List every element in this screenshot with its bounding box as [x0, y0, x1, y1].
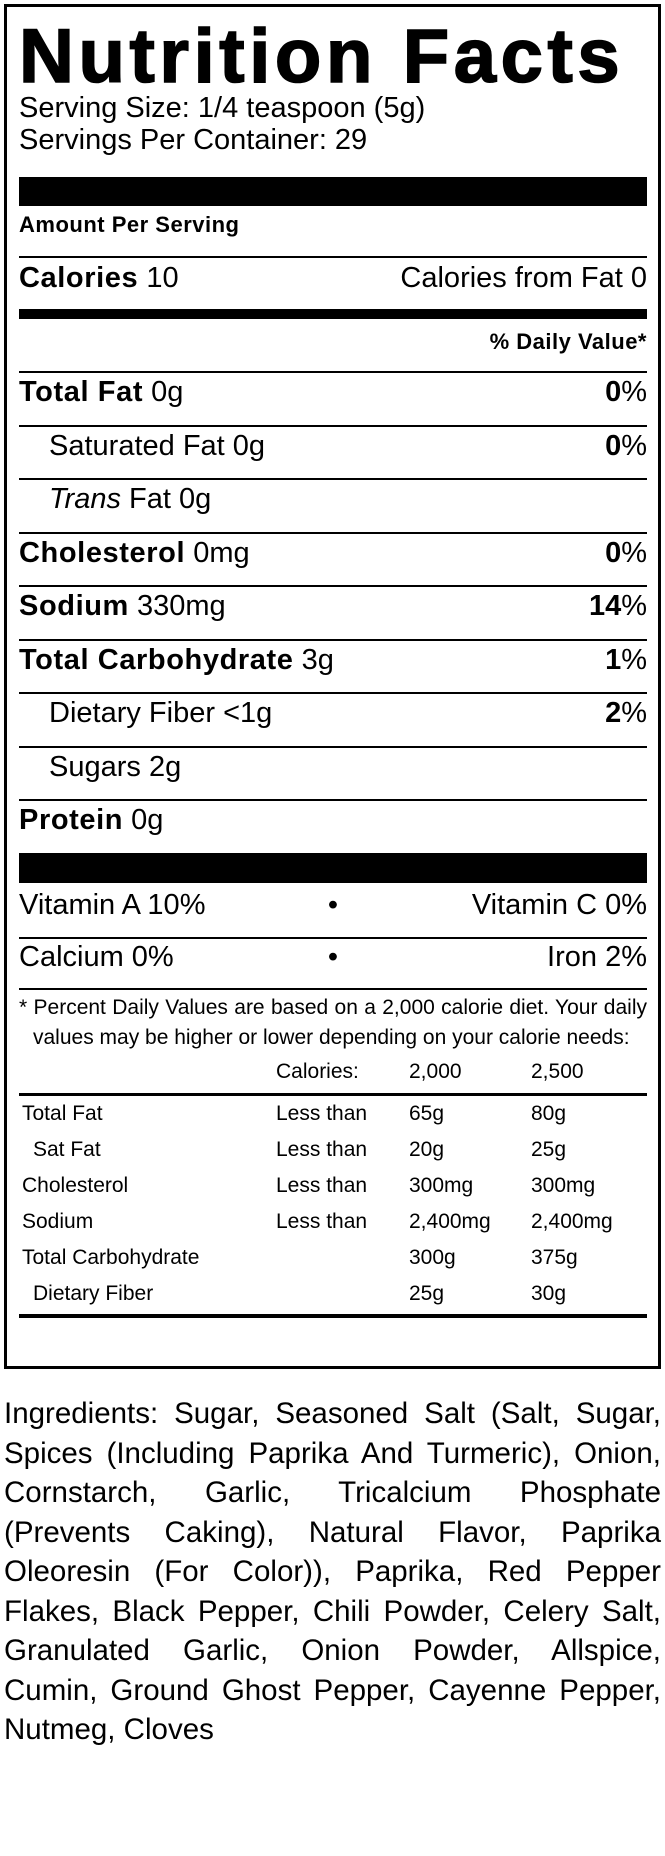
- dv-table-row: Total Fat Less than 65g 80g: [22, 1102, 567, 1125]
- dv-table-row: Total Carbohydrate 300g 375g: [22, 1246, 578, 1269]
- nutrient-amount: <1g: [223, 697, 273, 729]
- footnote: * Percent Daily Values are based on a 2,…: [19, 996, 647, 1049]
- nutrient-pct: 0%: [605, 536, 647, 569]
- nutrient-pct: 0%: [605, 429, 647, 462]
- dv-table-row: Sat Fat Less than 20g 25g: [33, 1138, 567, 1161]
- iron: Iron 2%: [547, 941, 647, 973]
- bullet: •: [327, 941, 339, 973]
- vitamin-c: Vitamin C 0%: [471, 889, 647, 921]
- nutrient-amount: 0g: [131, 804, 164, 836]
- nutrient-amount: 0g: [232, 429, 266, 462]
- nutrient-pct: 14%: [588, 590, 647, 622]
- vitamin-row: Vitamin A 10% • Vitamin C 0%: [19, 883, 647, 939]
- nutrient-label-suffix: Fat: [129, 483, 171, 515]
- nutrient-amount: 0mg: [193, 536, 250, 569]
- nutrient-row-total-carbohydrate: Total Carbohydrate 3g 1%: [19, 641, 647, 694]
- daily-value-header: % Daily Value*: [19, 319, 647, 373]
- nutrient-label: Sodium: [19, 590, 129, 622]
- mineral-row: Calcium 0% • Iron 2%: [19, 939, 647, 990]
- nutrient-label: Cholesterol: [19, 536, 186, 569]
- medium-divider: [19, 309, 647, 319]
- nutrient-label: Trans: [49, 483, 121, 515]
- servings-per-container: Servings Per Container: 29: [19, 124, 368, 156]
- nutrient-row-saturated-fat: Saturated Fat 0g 0%: [19, 427, 647, 480]
- dv-table-row: Cholesterol Less than 300mg 300mg: [22, 1174, 596, 1197]
- daily-value-header-text: % Daily Value*: [489, 329, 647, 354]
- nutrient-row-sodium: Sodium 330mg 14%: [19, 587, 647, 641]
- daily-value-table: Calories: 2,000 2,500 Total Fat Less than 65…: [19, 1053, 647, 1312]
- nutrient-row-sugars: Sugars 2g: [19, 748, 647, 801]
- amount-per-serving: Amount Per Serving: [19, 206, 647, 258]
- nutrient-label: Total Fat: [19, 376, 144, 408]
- nutrient-label: Dietary Fiber: [49, 697, 215, 729]
- nutrient-row-total-fat: Total Fat 0g 0%: [19, 373, 647, 427]
- thick-divider: [19, 177, 647, 206]
- calories-label: Calories: [19, 262, 139, 294]
- dv-table-row: Dietary Fiber 25g 30g: [33, 1282, 567, 1305]
- nutrient-pct: 1%: [605, 643, 647, 676]
- dv-table-header: Calories: 2,000 2,500: [19, 1053, 647, 1096]
- label-title: Nutrition Facts: [18, 14, 625, 99]
- dv-table-row: Sodium Less than 2,400mg 2,400mg: [22, 1210, 613, 1233]
- nutrient-row-trans-fat: Trans Fat 0g: [19, 480, 647, 534]
- nutrient-row-cholesterol: Cholesterol 0mg 0%: [19, 534, 647, 587]
- serving-size: Serving Size: 1/4 teaspoon (5g): [19, 92, 426, 124]
- nutrient-label: Saturated Fat: [49, 429, 225, 462]
- calcium: Calcium 0%: [19, 941, 174, 973]
- thick-divider: [19, 853, 647, 883]
- nutrient-label: Total Carbohydrate: [19, 643, 294, 676]
- nutrient-row-protein: Protein 0g: [19, 801, 647, 853]
- nutrient-amount: 0g: [179, 483, 212, 515]
- calories-value: 10: [146, 262, 179, 294]
- nutrient-label: Protein: [19, 804, 124, 836]
- nutrient-amount: 3g: [301, 643, 334, 676]
- calories-row: Calories 10 Calories from Fat 0: [19, 258, 647, 309]
- nutrient-row-dietary-fiber: Dietary Fiber <1g 2%: [19, 694, 647, 748]
- nutrient-pct: 2%: [605, 697, 647, 729]
- ingredients-text: Ingredients: Sugar, Seasoned Salt (Salt,…: [4, 1397, 661, 1746]
- calories-from-fat: Calories from Fat 0: [400, 262, 647, 294]
- nutrient-label: Sugars: [49, 750, 141, 783]
- bottom-divider: [19, 1314, 647, 1318]
- nutrient-amount: 330mg: [137, 590, 226, 622]
- nutrition-facts-label: Nutrition Facts Serving Size: 1/4 teaspo…: [4, 4, 661, 1369]
- nutrient-amount: 0g: [151, 376, 184, 408]
- nutrient-amount: 2g: [148, 750, 182, 783]
- nutrient-pct: 0%: [605, 376, 647, 408]
- amount-per-serving-text: Amount Per Serving: [19, 212, 240, 237]
- vitamin-a: Vitamin A 10%: [19, 889, 206, 921]
- bullet: •: [327, 889, 339, 921]
